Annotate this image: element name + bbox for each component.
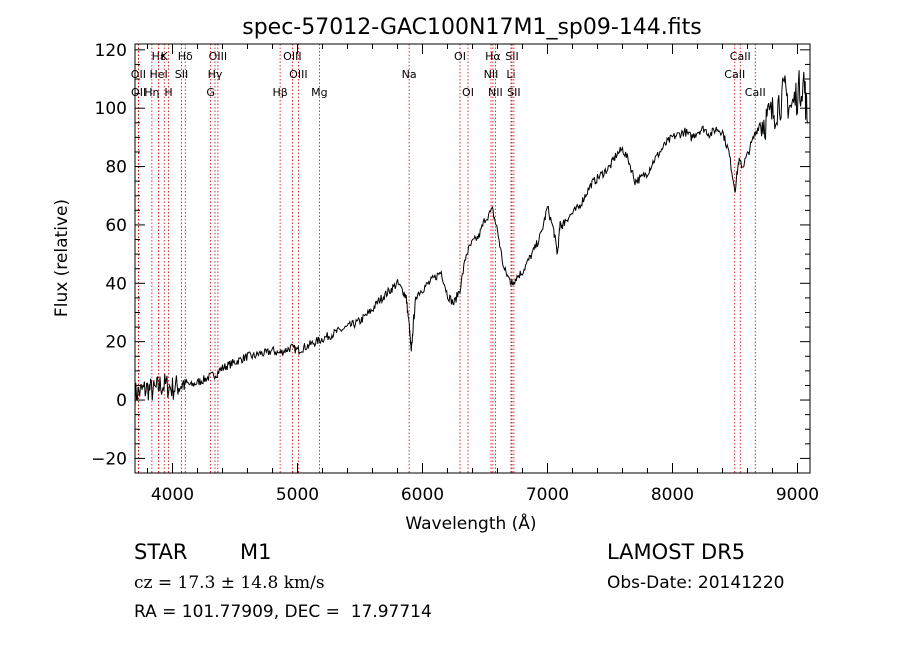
- line-label-13: OIII: [289, 68, 307, 81]
- line-label-24: OI: [462, 86, 474, 99]
- spectrum-line: [134, 70, 808, 408]
- line-label-10: HeI: [149, 68, 167, 81]
- line-label-19: Hη: [144, 86, 159, 99]
- line-label-17: CaII: [724, 68, 745, 81]
- x-tick-label-4: 8000: [651, 485, 694, 505]
- line-label-2: Hδ: [178, 50, 193, 63]
- line-label-21: G: [206, 86, 215, 99]
- line-label-6: Hα: [485, 50, 501, 63]
- line-label-1: K: [161, 50, 169, 63]
- line-label-16: Li: [506, 68, 515, 81]
- x-axis-label: Wavelength (Å): [405, 512, 536, 534]
- line-label-23: Mg: [311, 86, 327, 99]
- line-label-7: SII: [505, 50, 518, 63]
- y-axis: −20 0 20 40 60 80 100 120: [91, 41, 810, 469]
- spectrum-series: [134, 70, 808, 408]
- line-label-26: SII: [507, 86, 520, 99]
- line-label-11: SII: [175, 68, 188, 81]
- y-tick-label-5: 80: [105, 158, 127, 178]
- x-tick-label-5: 9000: [776, 485, 819, 505]
- sky-coordinates: RA = 101.77909, DEC = 17.97714: [134, 602, 432, 622]
- line-label-20: H: [164, 86, 172, 99]
- y-tick-label-7: 120: [95, 41, 127, 61]
- line-label-12: Hγ: [208, 68, 223, 81]
- y-tick-label-1: 0: [116, 391, 127, 411]
- y-tick-label-4: 60: [105, 216, 127, 236]
- x-tick-label-0: 4000: [151, 485, 194, 505]
- survey-name: LAMOST DR5: [607, 540, 746, 564]
- object-subclass: M1: [240, 540, 272, 564]
- redshift-velocity: cz = 17.3 ± 14.8 km/s: [134, 573, 325, 593]
- y-axis-label: Flux (relative): [52, 199, 72, 317]
- line-label-15: NII: [484, 68, 499, 81]
- y-tick-label-3: 40: [105, 274, 127, 294]
- x-axis: 4000 5000 6000 7000 8000 9000: [147, 44, 819, 505]
- line-label-5: OI: [454, 50, 466, 63]
- line-label-3: OIII: [209, 50, 227, 63]
- object-class: STAR: [134, 540, 188, 564]
- line-label-4: OIII: [283, 50, 301, 63]
- line-label-22: Hβ: [272, 86, 287, 99]
- observation-date: Obs-Date: 20141220: [607, 573, 785, 593]
- x-tick-label-2: 6000: [401, 485, 444, 505]
- line-label-14: Na: [402, 68, 417, 81]
- line-label-25: NII: [488, 86, 503, 99]
- y-tick-label-2: 20: [105, 333, 127, 353]
- x-tick-label-1: 5000: [276, 485, 319, 505]
- y-tick-label-6: 100: [95, 99, 127, 119]
- x-tick-label-3: 7000: [526, 485, 569, 505]
- line-label-0: Hε: [152, 50, 166, 63]
- line-label-8: CaII: [730, 50, 751, 63]
- y-tick-label-0: −20: [91, 449, 127, 469]
- chart-title: spec-57012-GAC100N17M1_sp09-144.fits: [242, 15, 702, 40]
- line-label-27: CaII: [745, 86, 766, 99]
- plot-frame: [134, 43, 811, 474]
